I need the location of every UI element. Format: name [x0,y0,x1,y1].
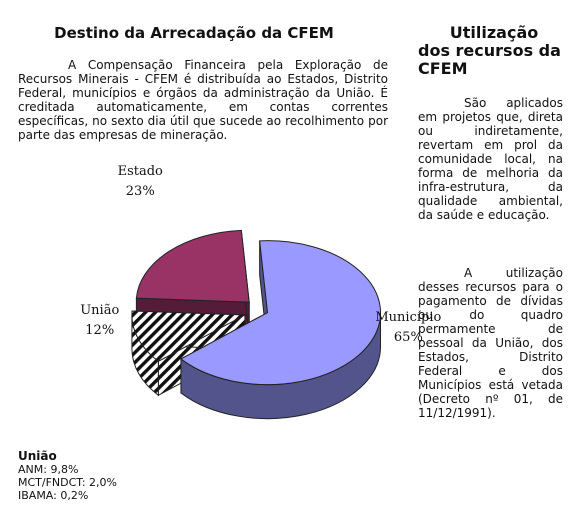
right-title-line1: Utilização [449,23,539,42]
pie-label-estado: Estado [118,164,163,179]
left-paragraph: A Compensação Financeira pela Exploração… [18,58,388,142]
right-paragraph-1: São aplicados em projetos que, direta ou… [418,96,563,222]
pie-slice-municipio [180,240,381,386]
pie-label-uniao: União [80,303,119,318]
uniao-breakdown-item: MCT/FNDCT: 2,0% [18,476,117,489]
right-paragraph-2: A utilização desses recursos para o paga… [418,266,563,420]
left-paragraph-text: A Compensação Financeira pela Exploração… [18,58,388,142]
right-paragraph-2-text: A utilização desses recursos para o paga… [418,266,563,420]
left-title: Destino da Arrecadação da CFEM [54,24,334,42]
uniao-breakdown-item: IBAMA: 0,2% [18,489,89,502]
uniao-breakdown-header: União [18,449,57,463]
pie-percent-municipio: 65% [394,330,423,345]
uniao-breakdown: União ANM: 9,8% MCT/FNDCT: 2,0% IBAMA: 0… [18,449,117,503]
pie-percent-uniao: 12% [85,323,114,338]
pie-percent-estado: 23% [126,184,155,199]
pie-slice-estado [135,229,250,303]
uniao-breakdown-item: ANM: 9,8% [18,463,79,476]
pie-slice-uniao [131,310,247,362]
right-title: Utilização dos recursos da CFEM [418,24,570,78]
right-title-line2: dos recursos da CFEM [418,41,561,78]
right-paragraph-1-text: São aplicados em projetos que, direta ou… [418,96,563,222]
pie-label-municipio: Município [375,310,441,325]
